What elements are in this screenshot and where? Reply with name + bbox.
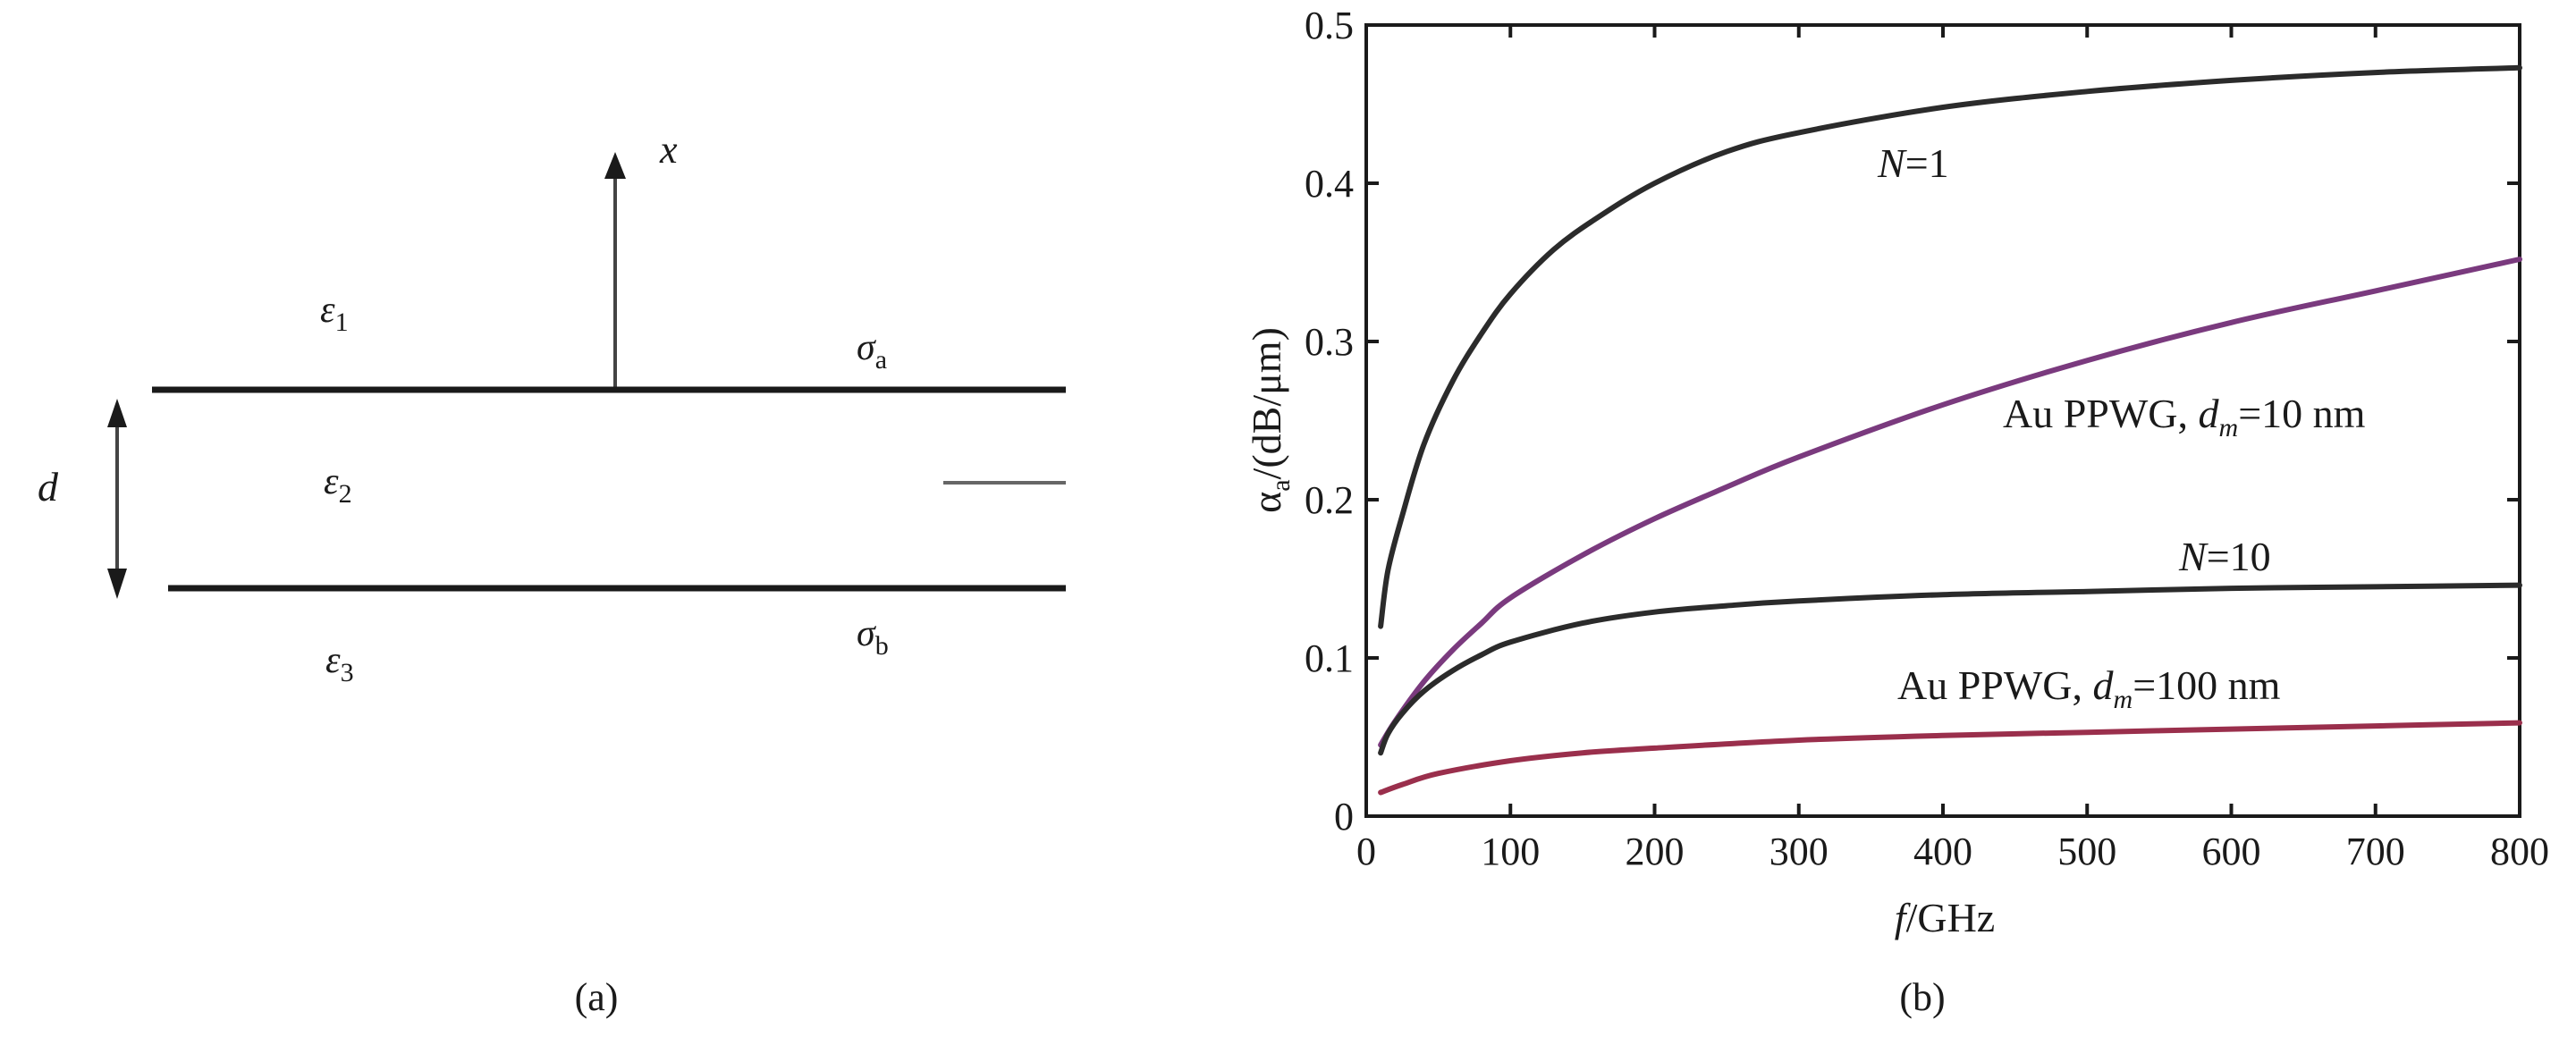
x-tick-label: 500 xyxy=(2057,830,2116,873)
label-au-100nm: Au PPWG, dm=100 nm xyxy=(1897,662,2281,714)
panel-b-chart: 0 100 200 300 400 500 600 700 800 0 0.1 0.2 0.3 0.4 0.… xyxy=(1244,4,2549,1019)
d-label: d xyxy=(38,464,59,510)
x-tick-label: 300 xyxy=(1769,830,1829,873)
x-tick-label: 800 xyxy=(2490,830,2549,873)
x-tick-label: 700 xyxy=(2346,830,2405,873)
panel-a-diagram: x d ε1 ε2 ε3 σa σb (a) xyxy=(38,128,1066,1019)
x-axis-label-b: f/GHz xyxy=(1895,895,1995,940)
y-tick-label: 0.5 xyxy=(1305,4,1354,47)
x-tick-label: 400 xyxy=(1913,830,1972,873)
epsilon-2-label: ε2 xyxy=(324,461,352,509)
series-layer xyxy=(1378,64,2522,796)
panel-b-caption: (b) xyxy=(1899,975,1945,1019)
axis-ticks: 0 100 200 300 400 500 600 700 800 0 0.1 0.2 0.3 0.4 0.… xyxy=(1305,4,2549,873)
x-tick-label: 100 xyxy=(1481,830,1540,873)
y-axis-label: αa/(dB/μm) xyxy=(1244,327,1296,513)
d-arrowhead-down xyxy=(107,569,127,599)
x-axis-arrowhead xyxy=(604,152,626,179)
series-line-2 xyxy=(1378,257,2522,748)
series-line-3 xyxy=(1378,582,2522,756)
series-line-1 xyxy=(1378,64,2522,629)
sigma-b-label: σb xyxy=(857,613,889,661)
label-au-10nm: Au PPWG, dm=10 nm xyxy=(2003,391,2366,442)
y-tick-label: 0.3 xyxy=(1305,320,1354,364)
y-tick-label: 0 xyxy=(1334,795,1354,839)
series-line-4 xyxy=(1378,720,2522,796)
epsilon-3-label: ε3 xyxy=(325,640,354,687)
x-axis-label: x xyxy=(659,128,678,172)
epsilon-1-label: ε1 xyxy=(320,290,349,337)
d-arrowhead-up xyxy=(107,399,127,427)
y-tick-label: 0.2 xyxy=(1305,478,1354,522)
y-tick-label: 0.4 xyxy=(1305,162,1354,206)
x-tick-label: 600 xyxy=(2202,830,2261,873)
x-tick-label: 0 xyxy=(1356,830,1376,873)
y-tick-label: 0.1 xyxy=(1305,636,1354,680)
panel-a-caption: (a) xyxy=(575,975,619,1019)
x-tick-label: 200 xyxy=(1626,830,1685,873)
label-n10: N=10 xyxy=(2178,534,2271,579)
label-n1: N=1 xyxy=(1877,140,1949,186)
sigma-a-label: σa xyxy=(857,327,887,375)
